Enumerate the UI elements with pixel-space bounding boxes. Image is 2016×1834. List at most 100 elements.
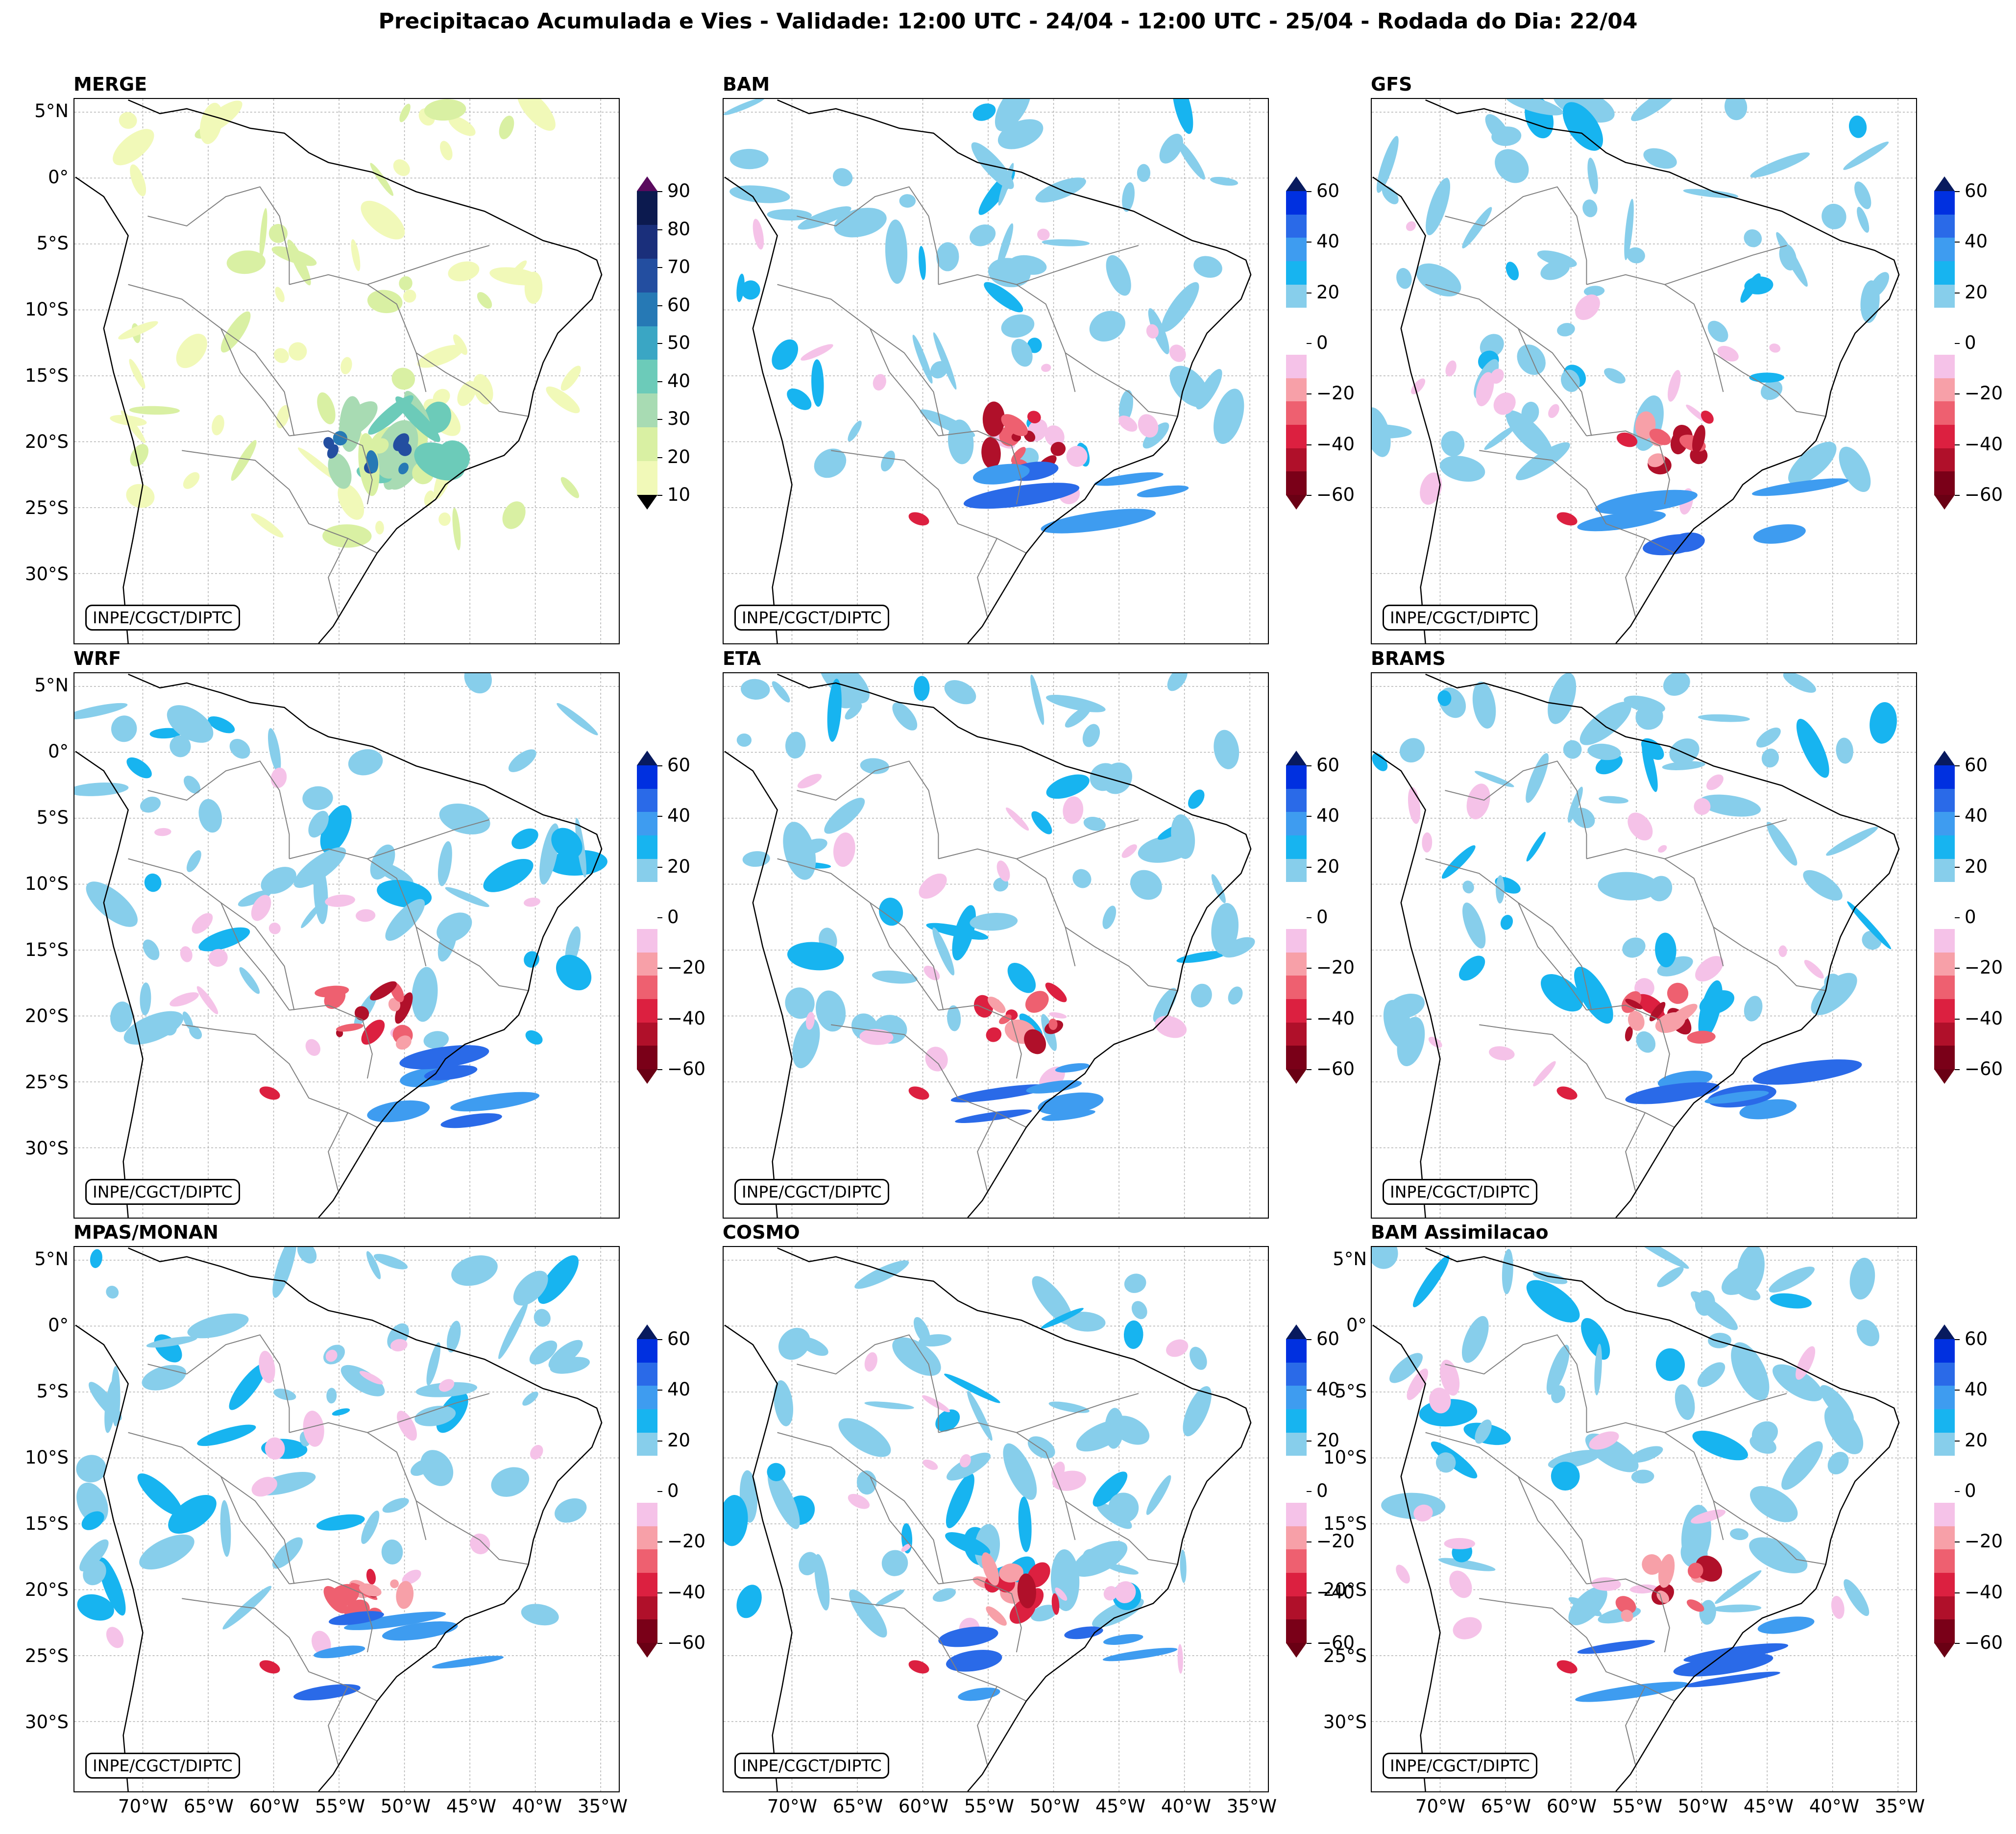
precip-area bbox=[970, 913, 1018, 931]
colorbar-segment bbox=[1934, 1549, 1955, 1573]
precip-area bbox=[798, 206, 851, 230]
colorbar-tick-label: 20 bbox=[1965, 856, 1988, 877]
state-border bbox=[1586, 848, 1724, 967]
precip-area bbox=[1011, 339, 1033, 367]
precip-area bbox=[1749, 1435, 1776, 1454]
precip-area bbox=[1027, 411, 1041, 423]
lat-label: 5°N bbox=[34, 100, 69, 122]
precip-area bbox=[110, 1002, 133, 1032]
colorbar-tickmark bbox=[1955, 1541, 1960, 1543]
precip-area bbox=[1396, 268, 1412, 289]
precip-area bbox=[724, 1495, 748, 1546]
map-panel-merge: INPE/CGCT/DIPTC bbox=[73, 98, 620, 644]
colorbar-tick-label: 40 bbox=[1316, 1379, 1340, 1400]
precip-area bbox=[113, 129, 154, 166]
precip-area bbox=[293, 1684, 361, 1701]
precip-area bbox=[208, 949, 228, 967]
precip-area bbox=[892, 702, 918, 731]
colorbar-tick-label: −60 bbox=[1316, 1058, 1355, 1079]
colorbar-tickmark bbox=[1955, 1069, 1960, 1070]
colorbar: 60 40 20 0 −20 −40 −60 bbox=[1934, 176, 2003, 510]
colorbar-segment bbox=[1286, 1386, 1307, 1410]
colorbar-extend-max bbox=[1934, 176, 1955, 191]
precip-area bbox=[1122, 182, 1135, 212]
precip-area bbox=[324, 987, 346, 1009]
lat-label: 10°S bbox=[24, 1447, 69, 1468]
precip-area bbox=[118, 321, 158, 340]
lat-label: 0° bbox=[1346, 1315, 1367, 1336]
precip-area bbox=[403, 290, 416, 303]
precip-area bbox=[424, 99, 466, 121]
colorbar-tickmark bbox=[1955, 1491, 1960, 1492]
colorbar-segment bbox=[1934, 976, 1955, 1000]
precip-area bbox=[259, 1350, 275, 1383]
precip-area bbox=[1115, 1581, 1136, 1603]
precip-area bbox=[1699, 794, 1761, 817]
precip-area bbox=[947, 1005, 961, 1031]
colorbar-segment bbox=[1286, 1619, 1307, 1643]
colorbar-tickmark bbox=[1955, 765, 1960, 766]
colorbar-tick-label: 0 bbox=[1965, 332, 1976, 353]
precip-area bbox=[1038, 1092, 1104, 1115]
colorbar-segment bbox=[1286, 858, 1307, 883]
precip-area bbox=[398, 442, 412, 456]
state-border bbox=[367, 819, 490, 859]
precip-area bbox=[736, 273, 745, 302]
precip-area bbox=[787, 388, 812, 410]
map-panel-gfs: INPE/CGCT/DIPTC bbox=[1371, 98, 1917, 644]
colorbar-segment bbox=[1286, 1022, 1307, 1047]
precip-area bbox=[1183, 1386, 1212, 1437]
precip-area bbox=[1757, 1616, 1815, 1634]
precip-area bbox=[340, 1365, 385, 1396]
precip-area bbox=[805, 1012, 815, 1030]
state-border bbox=[1518, 328, 1592, 436]
precip-area bbox=[1546, 1345, 1570, 1395]
colorbar-tick-label: 60 bbox=[1965, 755, 1988, 776]
precip-area bbox=[1453, 1617, 1482, 1639]
colorbar-tick-label: 20 bbox=[667, 1429, 691, 1451]
state-border bbox=[328, 1112, 348, 1191]
precip-area bbox=[354, 1006, 369, 1021]
precip-area bbox=[1505, 99, 1563, 116]
precip-area bbox=[336, 1023, 364, 1032]
precip-area bbox=[925, 1047, 948, 1072]
colorbar-segment bbox=[1934, 1479, 1955, 1503]
precip-area bbox=[1740, 273, 1761, 303]
precip-area bbox=[1372, 407, 1391, 457]
colorbar-segment bbox=[637, 427, 657, 462]
precip-area bbox=[923, 965, 940, 980]
precip-area bbox=[1103, 1634, 1143, 1645]
precip-area bbox=[1399, 738, 1425, 763]
colorbar-segment bbox=[637, 224, 657, 259]
colorbar-tick-label: 0 bbox=[667, 1480, 679, 1501]
precip-area bbox=[1669, 738, 1700, 765]
precip-area bbox=[946, 1473, 974, 1528]
colorbar-segment bbox=[1934, 214, 1955, 239]
precip-area bbox=[1649, 1002, 1666, 1022]
colorbar-tickmark bbox=[1307, 1390, 1312, 1391]
precip-area bbox=[220, 1500, 231, 1557]
coastline bbox=[777, 673, 1252, 1218]
precip-area bbox=[142, 1365, 187, 1391]
state-border bbox=[1713, 352, 1826, 417]
colorbar-tick-label: −20 bbox=[1965, 1531, 2003, 1552]
colorbar-segment bbox=[1286, 1596, 1307, 1620]
colorbar-tickmark bbox=[1955, 495, 1960, 496]
precip-area bbox=[451, 1255, 498, 1286]
precip-area bbox=[1686, 1599, 1704, 1612]
precip-area bbox=[792, 1018, 820, 1069]
precip-area bbox=[1429, 1387, 1451, 1414]
colorbar-tickmark bbox=[1307, 1339, 1312, 1340]
precip-area bbox=[1146, 324, 1159, 339]
precip-area bbox=[546, 386, 580, 414]
precip-area bbox=[772, 339, 799, 370]
precip-area bbox=[1599, 796, 1628, 804]
colorbar-tick-label: −40 bbox=[667, 1581, 706, 1603]
precip-area bbox=[348, 749, 383, 776]
precip-area bbox=[1655, 932, 1676, 968]
precip-area bbox=[987, 997, 1006, 1013]
lat-label: 10°S bbox=[24, 873, 69, 894]
colorbar-tick-label: −60 bbox=[667, 1058, 706, 1079]
colorbar-tick-label: 60 bbox=[667, 755, 691, 776]
precip-area bbox=[1526, 753, 1549, 803]
